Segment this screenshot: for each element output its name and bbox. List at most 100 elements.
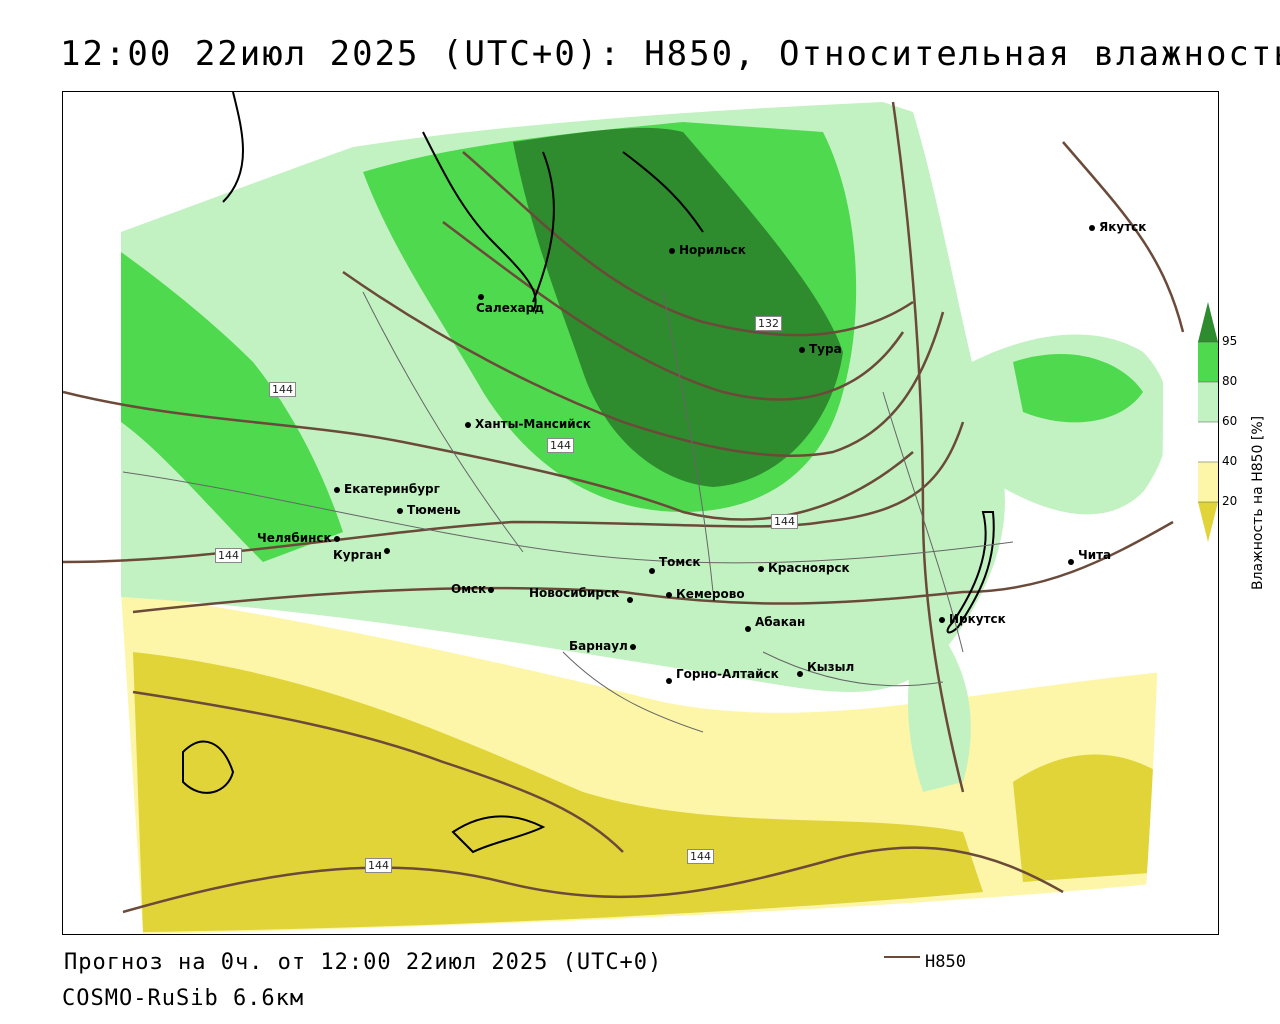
model-caption: COSMO-RuSib 6.6км	[62, 986, 305, 1011]
forecast-caption: Прогноз на 0ч. от 12:00 22июл 2025 (UTC+…	[64, 950, 663, 975]
colorbar-title: Влажность на H850 [%]	[1250, 415, 1266, 590]
city-marker[interactable]: Якутск	[1089, 220, 1146, 234]
city-dot-icon	[649, 567, 655, 574]
city-marker[interactable]: Горно-Алтайск	[666, 667, 779, 687]
humidity-zone-80-95	[121, 252, 343, 562]
h850-contour-line	[342, 270, 945, 457]
city-dot-icon	[488, 586, 495, 593]
contour-value-label: 144	[215, 548, 242, 563]
city-label: Иркутск	[949, 612, 1006, 626]
colorbar-cap-bottom	[1198, 502, 1218, 542]
city-marker[interactable]: Курган	[333, 547, 394, 562]
lake-outline	[182, 740, 235, 794]
city-label: Курган	[333, 548, 382, 562]
city-marker[interactable]: Кемерово	[666, 587, 745, 601]
city-dot-icon	[627, 596, 634, 603]
colorbar-band-60-80	[1198, 382, 1218, 422]
city-marker[interactable]: Абакан	[745, 615, 805, 635]
city-label: Красноярск	[768, 561, 850, 575]
city-marker[interactable]: Екатеринбург	[334, 482, 440, 496]
coastline	[622, 151, 704, 233]
city-label: Якутск	[1099, 220, 1147, 234]
city-dot-icon	[397, 507, 403, 514]
contour-value-label: 132	[755, 316, 782, 331]
city-dot-icon	[1068, 558, 1074, 565]
map-area[interactable]: 132 144 144 144 144 144 144 Якутск Норил…	[62, 91, 1219, 935]
colorbar-tick-80: 80	[1222, 374, 1238, 388]
city-marker[interactable]: Тюмень	[397, 503, 461, 517]
city-dot-icon	[333, 535, 340, 542]
lake-baikal-outline	[946, 511, 995, 634]
city-marker[interactable]: Томск	[649, 555, 701, 574]
admin-border	[762, 651, 944, 687]
humidity-zone-80-95	[1013, 353, 1143, 423]
city-label: Ханты-Мансийск	[475, 417, 591, 431]
h850-contour-line	[63, 421, 965, 564]
city-label: Салехард	[476, 301, 544, 315]
city-marker[interactable]: Новосибирск	[529, 586, 637, 603]
h850-contour-line	[122, 846, 1064, 914]
city-label: Тюмень	[407, 503, 461, 517]
colorbar-band-80-95	[1198, 342, 1218, 382]
h850-legend-swatch	[884, 956, 920, 958]
contour-value-label: 144	[687, 849, 714, 864]
coastlines	[182, 92, 995, 854]
humidity-colorbar	[1198, 302, 1218, 542]
city-marker[interactable]: Иркутск	[939, 612, 1006, 626]
city-marker[interactable]: Кызыл	[797, 660, 854, 680]
city-dot-icon	[745, 625, 751, 632]
city-label: Тура	[809, 342, 842, 356]
city-marker[interactable]: Красноярск	[758, 561, 850, 575]
city-marker[interactable]: Норильск	[669, 243, 746, 257]
city-dot-icon	[383, 547, 390, 554]
colorbar-tick-60: 60	[1222, 414, 1238, 428]
city-marker[interactable]: Омск	[451, 582, 498, 596]
city-label: Омск	[451, 582, 487, 596]
colorbar-tick-95: 95	[1222, 334, 1238, 348]
domain-edge	[1143, 92, 1218, 934]
h850-contour-line	[63, 390, 914, 521]
coastline	[222, 92, 244, 203]
contour-value-label: 144	[771, 514, 798, 529]
city-dot-icon	[629, 643, 636, 650]
colorbar-cap-top	[1198, 302, 1218, 342]
map-title: 12:00 22июл 2025 (UTC+0): H850, Относите…	[60, 34, 1280, 74]
h850-contour-line	[442, 221, 905, 401]
city-marker[interactable]: Чита	[1068, 548, 1111, 568]
h850-contours	[63, 101, 1185, 914]
city-label: Чита	[1078, 548, 1112, 562]
colorbar-tick-20: 20	[1222, 494, 1238, 508]
h850-legend-label: H850	[925, 952, 966, 972]
city-label: Новосибирск	[529, 586, 620, 600]
city-label: Кемерово	[676, 587, 745, 601]
city-dot-icon	[939, 616, 945, 623]
city-marker[interactable]: Барнаул	[569, 639, 640, 653]
humidity-zone-60-80	[908, 612, 971, 792]
admin-border	[662, 291, 714, 593]
city-marker[interactable]: Тура	[799, 342, 842, 356]
contour-value-label: 144	[365, 858, 392, 873]
city-marker[interactable]: Ханты-Мансийск	[465, 417, 591, 431]
h850-contour-line	[132, 520, 1174, 614]
colorbar-band-40-60	[1198, 422, 1218, 462]
colorbar-tick-40: 40	[1222, 454, 1238, 468]
coastline	[422, 131, 537, 313]
city-label: Екатеринбург	[344, 482, 440, 496]
city-label: Челябинск	[257, 531, 332, 545]
city-label: Абакан	[755, 615, 806, 629]
city-label: Горно-Алтайск	[676, 667, 779, 681]
humidity-field	[63, 92, 1218, 934]
humidity-zone-below-20	[1013, 754, 1163, 882]
city-marker[interactable]: Челябинск	[257, 531, 344, 545]
h850-contour-line	[462, 151, 914, 337]
humidity-zone-below-20	[133, 652, 983, 932]
city-dot-icon	[666, 591, 672, 598]
lake-outline	[451, 815, 546, 854]
city-dot-icon	[1089, 224, 1095, 231]
city-dot-icon	[797, 670, 803, 677]
city-label: Барнаул	[569, 639, 628, 653]
h850-contour-line	[891, 101, 965, 793]
admin-border	[882, 391, 964, 653]
city-marker[interactable]: Салехард	[476, 289, 556, 315]
city-dot-icon	[669, 247, 675, 254]
